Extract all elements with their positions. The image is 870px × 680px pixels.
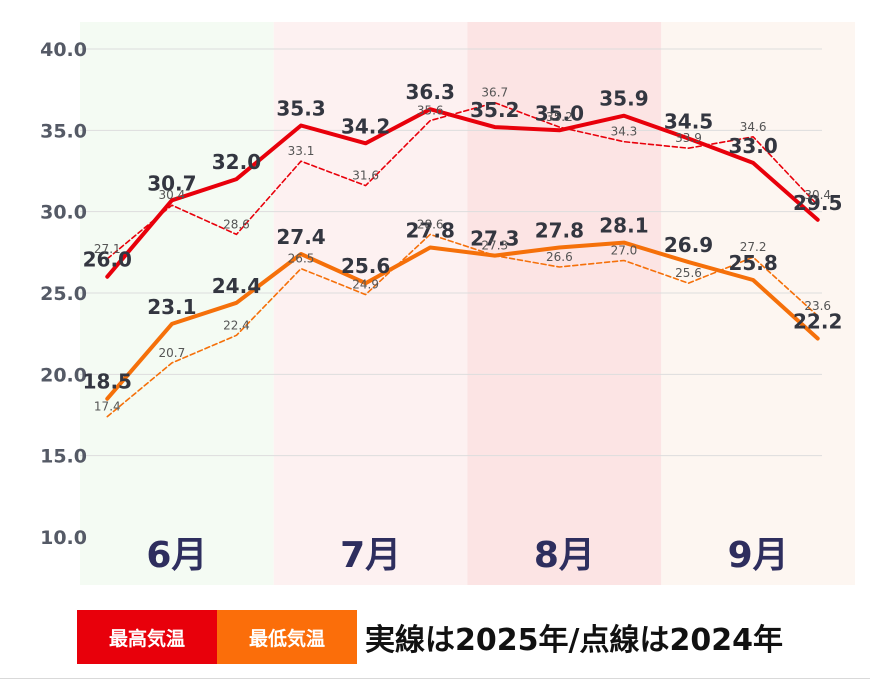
- data-label-2025-max: 35.3: [276, 96, 325, 120]
- data-label-2024-max: 34.6: [740, 120, 767, 134]
- y-axis-tick-labels: 10.0 15.0 20.0 25.0 30.0 35.0 40.0: [40, 39, 87, 549]
- data-label-2025-min: 27.8: [535, 218, 584, 242]
- month-label: 7月: [340, 535, 401, 576]
- y-tick-label: 20.0: [40, 364, 87, 386]
- data-labels: 26.030.732.035.334.236.335.2 35.035.934.5…: [83, 80, 843, 413]
- data-label-2025-min: 23.1: [147, 295, 196, 319]
- data-label-2024-max: 33.1: [288, 144, 315, 158]
- data-label-2025-max: 32.0: [212, 150, 261, 174]
- data-label-2024-min: 27.3: [481, 239, 508, 253]
- data-label-2025-max: 26.0: [83, 248, 132, 272]
- data-label-2024-max: 31.6: [352, 169, 379, 183]
- data-label-2025-min: 27.8: [406, 218, 455, 242]
- data-label-2025-max: 34.5: [664, 109, 713, 133]
- data-label-2024-min: 27.0: [611, 243, 638, 257]
- series-line-最高気温-2025: [105, 107, 820, 279]
- month-label: 9月: [728, 535, 789, 576]
- month-band-4: [661, 22, 855, 585]
- month-label: 6月: [146, 535, 207, 576]
- data-label-2024-min: 20.7: [159, 346, 186, 360]
- data-label-2024-min: 25.6: [675, 266, 702, 280]
- y-tick-label: 30.0: [40, 202, 87, 224]
- data-label-2024-min: 26.5: [288, 252, 315, 266]
- data-label-2024-min: 23.6: [804, 299, 831, 313]
- y-tick-label: 15.0: [40, 446, 87, 468]
- series-line-最低気温-2024: [106, 233, 819, 418]
- data-label-2025-min: 28.1: [599, 214, 648, 238]
- y-tick-label: 35.0: [40, 120, 87, 142]
- data-label-2024-max: 27.1: [94, 242, 121, 256]
- month-background-bands: [80, 22, 855, 585]
- legend-min-temp: 最低気温: [217, 610, 357, 664]
- data-label-2024-min: 24.9: [352, 278, 379, 292]
- data-label-2025-min: 27.3: [470, 227, 519, 251]
- month-band-1: [80, 22, 274, 585]
- gridlines: [80, 48, 822, 457]
- data-label-2024-min: 27.2: [740, 240, 767, 254]
- legend-line-style-note: 実線は2025年/点線は2024年: [365, 623, 783, 658]
- data-label-2024-max: 35.2: [546, 110, 573, 124]
- data-label-2025-min: 25.8: [728, 251, 777, 275]
- data-label-2024-max: 34.3: [611, 125, 638, 139]
- data-label-2024-max: 30.4: [159, 188, 186, 202]
- data-label-2025-max: 36.3: [406, 80, 455, 104]
- bottom-divider: [0, 678, 870, 679]
- data-label-2024-min: 26.6: [546, 250, 573, 264]
- data-label-2025-max: 29.5: [793, 191, 842, 215]
- data-label-2024-max: 28.6: [223, 217, 250, 231]
- data-label-2025-max: 30.7: [147, 171, 196, 195]
- data-label-2025-max: 35.9: [599, 87, 648, 111]
- data-label-2025-min: 27.4: [276, 225, 325, 249]
- data-label-2024-max: 33.9: [675, 131, 702, 145]
- series-line-最高気温-2024: [106, 101, 819, 260]
- y-tick-label: 25.0: [40, 283, 87, 305]
- temperature-line-chart: 10.0 15.0 20.0 25.0 30.0 35.0 40.0 6月 7月 8月 9月 26…: [40, 22, 855, 585]
- month-labels: 6月 7月 8月 9月: [146, 535, 788, 576]
- data-label-2024-max: 35.6: [417, 104, 444, 118]
- data-label-2025-max: 34.2: [341, 114, 390, 138]
- series-line-最低気温-2025: [105, 240, 820, 401]
- data-label-2024-min: 17.4: [94, 400, 121, 414]
- data-label-2025-max: 35.0: [535, 101, 584, 125]
- data-label-2025-min: 22.2: [793, 310, 842, 334]
- month-label: 8月: [534, 535, 595, 576]
- data-label-2025-max: 33.0: [728, 134, 777, 158]
- data-label-2025-max: 35.2: [470, 98, 519, 122]
- legend: 最高気温 最低気温 実線は2025年/点線は2024年: [77, 610, 783, 664]
- y-tick-label: 10.0: [40, 527, 87, 549]
- data-label-2025-min: 18.5: [83, 370, 132, 394]
- data-label-2025-min: 25.6: [341, 254, 390, 278]
- month-band-2: [273, 22, 468, 585]
- data-label-2025-min: 26.9: [664, 233, 713, 257]
- data-label-2024-max: 36.7: [481, 86, 508, 100]
- y-tick-label: 40.0: [40, 39, 87, 61]
- data-label-2025-min: 24.4: [212, 274, 261, 298]
- series-lines: [105, 101, 820, 418]
- data-label-2024-max: 30.4: [804, 188, 831, 202]
- legend-max-temp: 最高気温: [77, 610, 217, 664]
- data-label-2024-min: 22.4: [223, 318, 250, 332]
- data-label-2024-min: 28.6: [417, 217, 444, 231]
